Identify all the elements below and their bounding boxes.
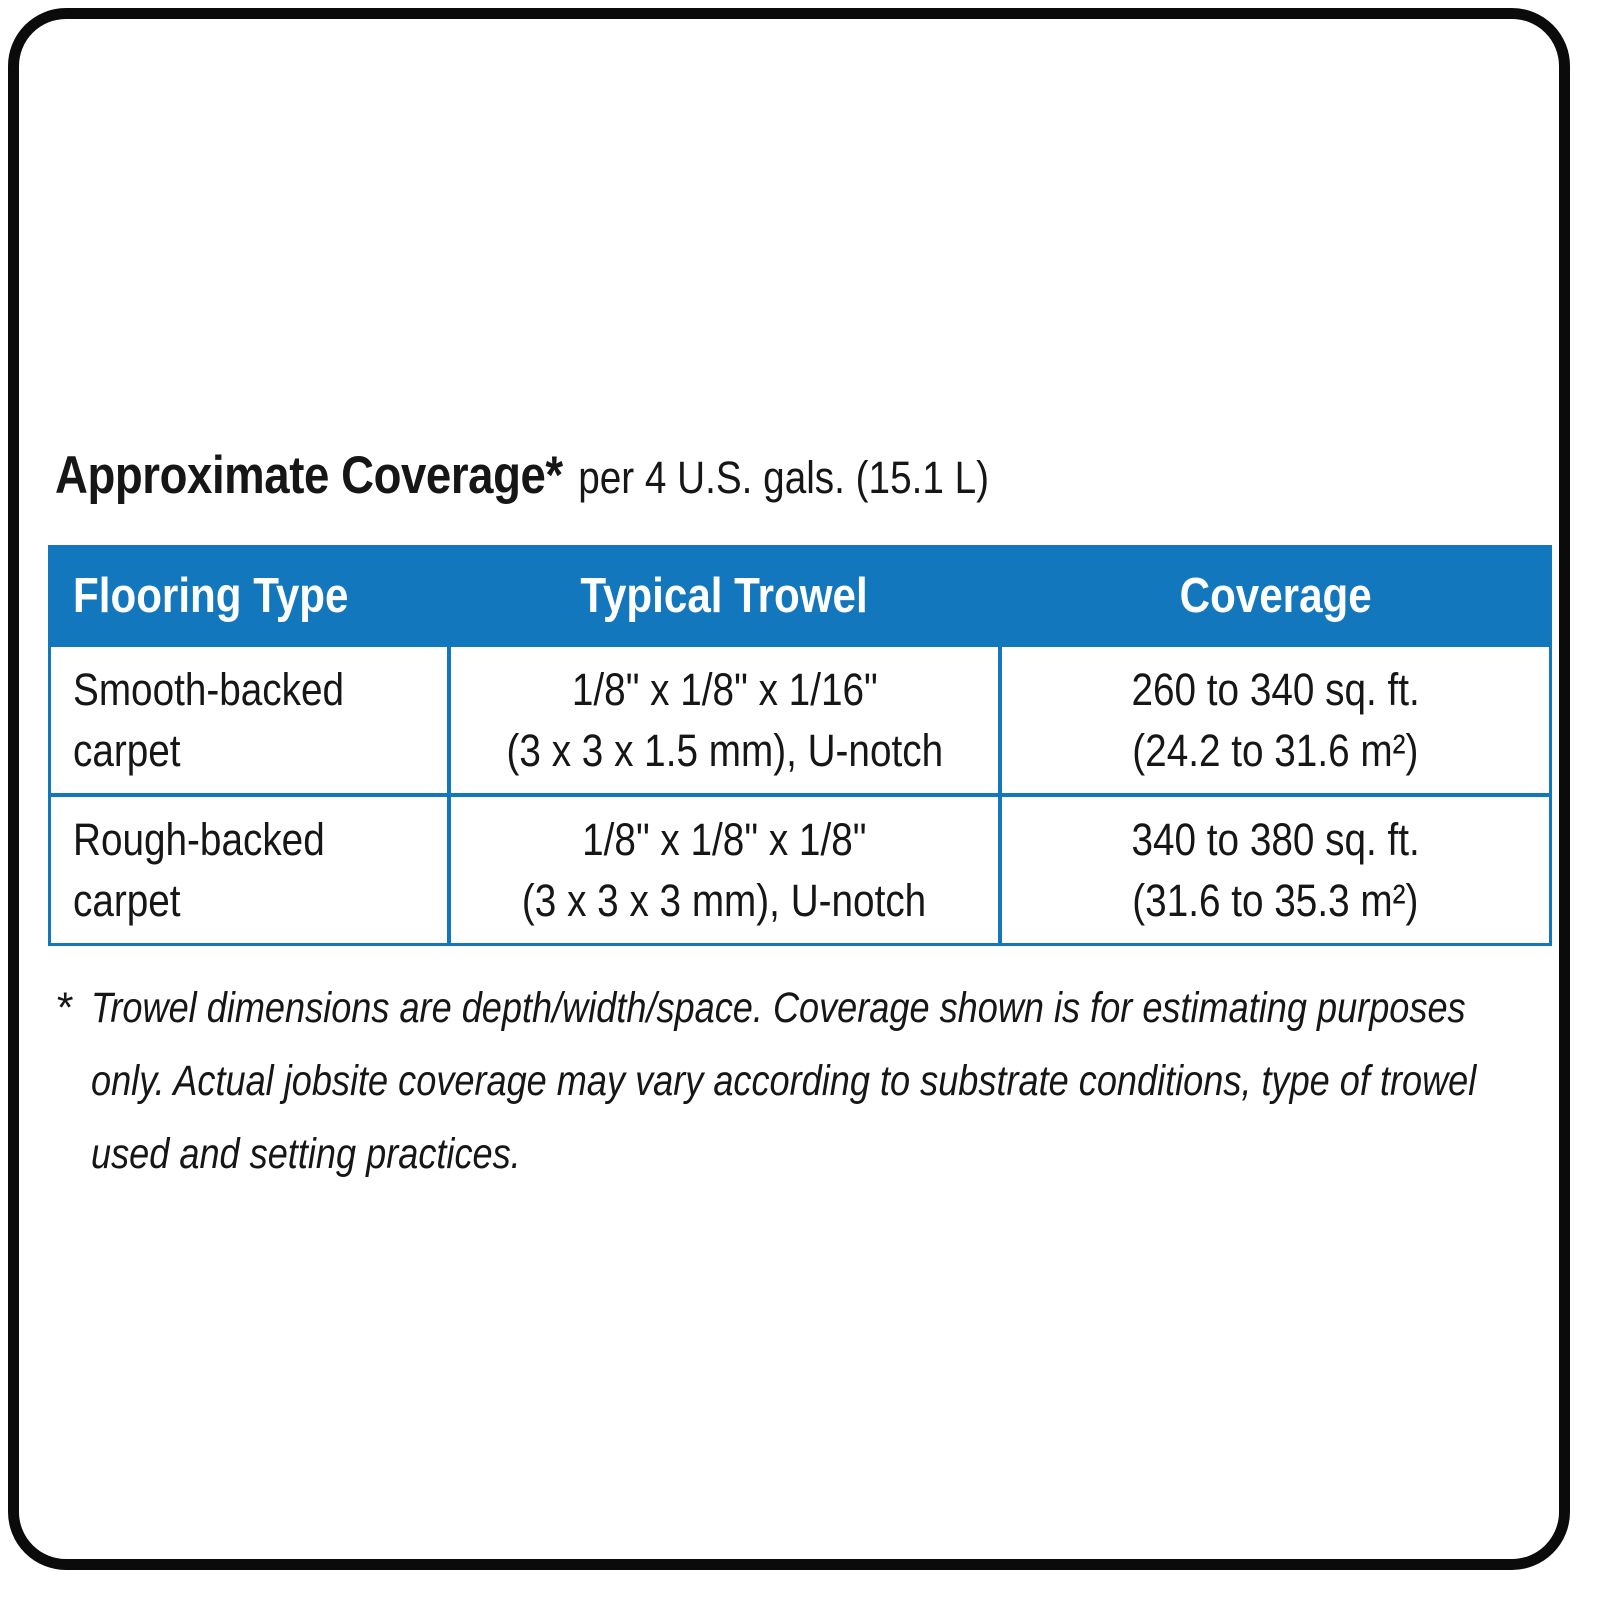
title-approximate-coverage: Approximate Coverage* <box>55 446 563 505</box>
footnote: * Trowel dimensions are depth/width/spac… <box>55 972 1545 1191</box>
table-row-2-coverage-cell: 340 to 380 sq. ft. (31.6 to 35.3 m²) <box>1002 797 1549 943</box>
trowel-line: (3 x 3 x 1.5 mm), U-notch <box>506 725 943 776</box>
coverage-line: 340 to 380 sq. ft. <box>1131 814 1420 865</box>
table-row-1-trowel-cell: 1/8" x 1/8" x 1/16" (3 x 3 x 1.5 mm), U-… <box>451 647 998 793</box>
header-typical-trowel: Typical Trowel <box>451 548 998 643</box>
table-row-2-flooring-cell: Rough-backed carpet <box>51 797 447 943</box>
footnote-line: Trowel dimensions are depth/width/space.… <box>91 984 1466 1032</box>
flooring-line: Smooth-backed <box>73 664 345 715</box>
header-coverage-label: Coverage <box>1179 568 1372 623</box>
table-row-1-flooring-cell: Smooth-backed carpet <box>51 647 447 793</box>
footnote-line: used and setting practices. <box>91 1130 521 1178</box>
footnote-asterisk: * <box>55 984 72 1032</box>
title-unit-suffix: per 4 U.S. gals. (15.1 L) <box>578 452 990 503</box>
trowel-line: (3 x 3 x 3 mm), U-notch <box>522 875 927 926</box>
section-title: Approximate Coverage* per 4 U.S. gals. (… <box>55 445 989 506</box>
footnote-text: Trowel dimensions are depth/width/space.… <box>55 972 1545 1191</box>
header-typical-trowel-label: Typical Trowel <box>580 568 869 623</box>
header-flooring-type-label: Flooring Type <box>73 568 349 623</box>
flooring-line: carpet <box>73 875 181 926</box>
flooring-line: carpet <box>73 725 181 776</box>
coverage-line: 260 to 340 sq. ft. <box>1131 664 1420 715</box>
coverage-line: (24.2 to 31.6 m²) <box>1132 725 1419 776</box>
header-flooring-type: Flooring Type <box>51 548 447 643</box>
table-row-1-coverage-cell: 260 to 340 sq. ft. (24.2 to 31.6 m²) <box>1002 647 1549 793</box>
coverage-table: Flooring Type Typical Trowel Coverage Sm… <box>48 545 1552 946</box>
flooring-line: Rough-backed <box>73 814 325 865</box>
footnote-line: only. Actual jobsite coverage may vary a… <box>91 1057 1477 1105</box>
trowel-line: 1/8" x 1/8" x 1/8" <box>582 814 867 865</box>
trowel-line: 1/8" x 1/8" x 1/16" <box>571 664 878 715</box>
header-coverage: Coverage <box>1002 548 1549 643</box>
table-row-2-trowel-cell: 1/8" x 1/8" x 1/8" (3 x 3 x 3 mm), U-not… <box>451 797 998 943</box>
coverage-line: (31.6 to 35.3 m²) <box>1132 875 1419 926</box>
